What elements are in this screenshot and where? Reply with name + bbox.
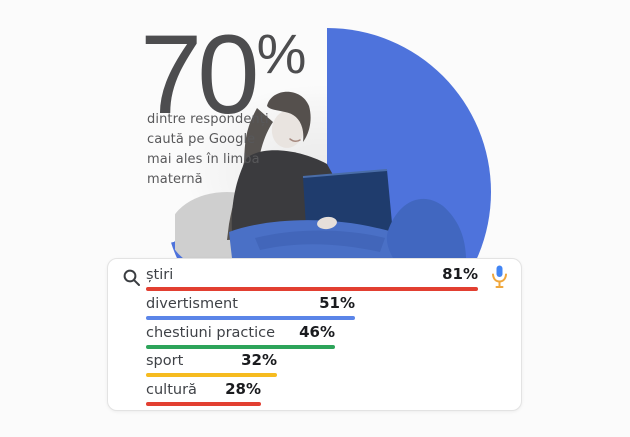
search-results-card: știri 81% divertisment 51% chestiuni pra… xyxy=(107,258,522,411)
result-label: divertisment xyxy=(146,295,238,312)
result-label: știri xyxy=(146,267,174,283)
result-value: 81% xyxy=(442,265,478,283)
result-value: 28% xyxy=(225,380,261,399)
stat-description-line: maternă xyxy=(147,172,203,187)
result-row: cultură 28% xyxy=(146,380,261,407)
result-bar xyxy=(146,287,478,291)
stat-value: 70 xyxy=(140,12,260,137)
hair-front-shape xyxy=(267,91,311,142)
jeans-shin-shade xyxy=(255,230,385,252)
stat-description-line: dintre respondenți xyxy=(147,112,269,127)
result-value: 51% xyxy=(319,293,355,312)
result-bar xyxy=(146,344,335,349)
hand-shape xyxy=(317,216,337,230)
result-bar xyxy=(146,373,277,378)
girl-with-laptop-photo xyxy=(175,91,467,267)
smile-line xyxy=(289,138,301,143)
result-bar xyxy=(146,402,261,407)
jeans-knee-shape xyxy=(386,198,467,267)
stat-description: dintre respondenți caută pe Google mai a… xyxy=(147,110,269,190)
result-row: sport 32% xyxy=(146,351,277,378)
stat-description-line: mai ales în limba xyxy=(147,152,260,167)
result-row: știri 81% xyxy=(146,265,478,291)
result-label: cultură xyxy=(146,382,197,399)
result-row: chestiuni practice 46% xyxy=(146,322,335,349)
result-row: divertisment 51% xyxy=(146,293,355,320)
stat-percent-sign: % xyxy=(256,22,307,85)
microphone-icon[interactable] xyxy=(492,265,507,289)
search-icon[interactable] xyxy=(122,268,142,288)
stat-headline: 70 % xyxy=(140,12,307,137)
result-label: chestiuni practice xyxy=(146,324,275,341)
result-label: sport xyxy=(146,353,184,370)
laptop-lid-edge xyxy=(302,169,388,178)
result-bar xyxy=(146,315,355,320)
stat-description-line: caută pe Google xyxy=(147,132,256,147)
result-value: 32% xyxy=(241,351,277,370)
face-shape xyxy=(271,110,305,148)
result-value: 46% xyxy=(299,322,335,341)
